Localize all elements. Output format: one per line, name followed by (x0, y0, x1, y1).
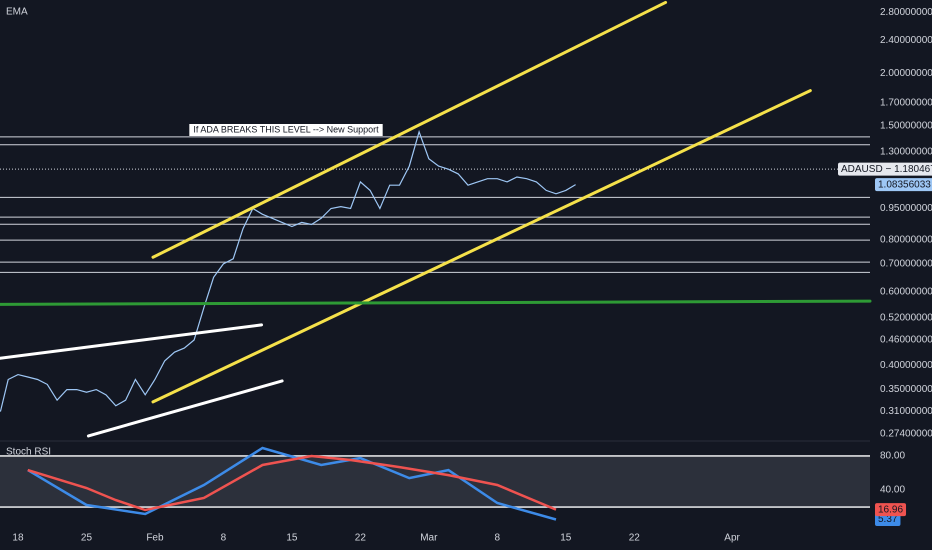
y-tick-label: 0.95000000 (880, 203, 932, 214)
price-label-text: ADAUSD − 1.18046702 (841, 164, 932, 175)
x-tick-label: 15 (560, 533, 572, 544)
annotation: If ADA BREAKS THIS LEVEL --> New Support (193, 124, 379, 134)
y-tick-label: 40.00 (880, 485, 905, 496)
indicator-title: EMA (6, 7, 28, 18)
y-tick-label: 0.27400000 (880, 429, 932, 440)
series-line (0, 129, 576, 412)
trendline (151, 89, 812, 404)
series-line (27, 454, 557, 512)
y-tick-label: 2.00000000 (880, 68, 932, 79)
y-tick-label: 1.30000000 (880, 146, 932, 157)
y-tick-label: 0.80000000 (880, 234, 932, 245)
price-label-text: 16.96 (878, 504, 903, 515)
y-tick-label: 0.46000000 (880, 335, 932, 346)
x-tick-label: 22 (629, 533, 641, 544)
x-tick-label: 15 (286, 533, 298, 544)
price-label-box (838, 162, 932, 176)
y-tick-label: 2.40000000 (880, 35, 932, 46)
y-tick-label: 1.70000000 (880, 98, 932, 109)
price-label-box (875, 512, 901, 526)
x-tick-label: 8 (221, 533, 227, 544)
price-label-text: 5.37 (878, 514, 898, 525)
trendline (0, 299, 872, 306)
y-tick-label: 0.70000000 (880, 259, 932, 270)
price-label-box (875, 503, 907, 517)
trendline (151, 0, 668, 259)
trendline (86, 379, 284, 438)
x-tick-label: Feb (146, 533, 164, 544)
indicator-title: Stoch RSI (6, 447, 51, 458)
x-tick-label: 22 (355, 533, 367, 544)
y-tick-label: 0.31000000 (880, 406, 932, 417)
x-tick-label: Apr (724, 533, 740, 544)
y-tick-label: 0.40000000 (880, 360, 932, 371)
price-label-text: 1.08356033 (878, 179, 931, 190)
x-tick-label: 8 (495, 533, 501, 544)
series-line (27, 446, 557, 521)
price-label-box (875, 178, 932, 192)
y-tick-label: 80.00 (880, 451, 905, 462)
y-tick-label: 0.35000000 (880, 384, 932, 395)
x-tick-label: 25 (81, 533, 93, 544)
annotation-box (189, 124, 383, 136)
trendline (0, 323, 264, 360)
band-fill (0, 456, 870, 508)
x-tick-label: 18 (12, 533, 24, 544)
y-tick-label: 0.60000000 (880, 286, 932, 297)
y-tick-label: 2.80000000 (880, 7, 932, 18)
x-tick-label: Mar (420, 533, 438, 544)
y-tick-label: 1.50000000 (880, 120, 932, 131)
y-tick-label: 0.52000000 (880, 312, 932, 323)
